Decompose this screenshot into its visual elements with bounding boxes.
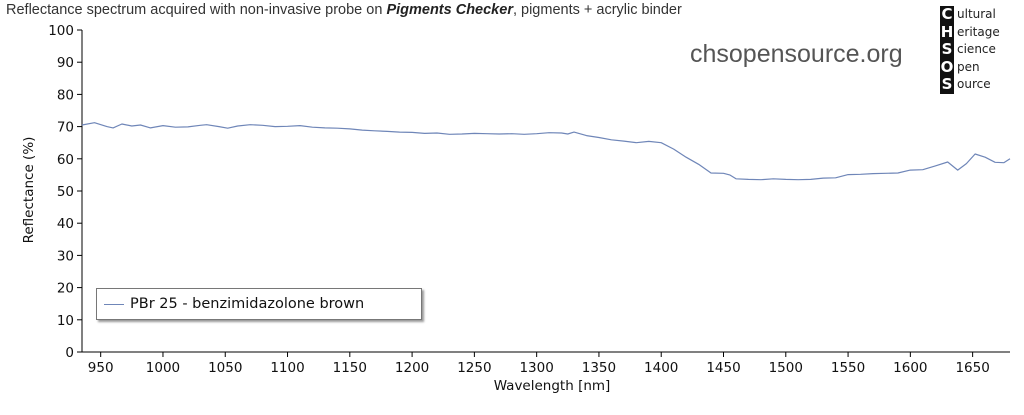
x-axis-label: Wavelength [nm] [494, 378, 611, 394]
x-tick-label: 1500 [769, 360, 803, 376]
logo-word: ultural [957, 7, 996, 21]
x-axis-ticks: 950 1000 1050 1100 1150 1200 1250 1300 1350 1400 1… [88, 352, 990, 376]
series-line [81, 122, 1011, 181]
logo-letter: O [940, 57, 954, 77]
x-tick-label: 1400 [644, 360, 678, 376]
title-suffix: , pigments + acrylic binder [512, 2, 682, 18]
y-tick-label: 40 [57, 216, 74, 232]
watermark: chsopensource.org [690, 40, 903, 68]
legend-swatch [104, 303, 124, 305]
logo-letter: H [940, 22, 954, 42]
y-tick-label: 20 [57, 281, 74, 297]
logo-word: eritage [957, 24, 1000, 39]
y-tick-label: 10 [57, 313, 74, 329]
logo-word: ource [957, 77, 991, 92]
series-group [81, 122, 1011, 181]
y-tick-label: 90 [57, 55, 74, 71]
x-tick-label: 1350 [582, 360, 616, 376]
y-tick-label: 30 [57, 248, 74, 264]
y-tick-label: 50 [57, 184, 74, 200]
y-tick-label: 80 [57, 87, 74, 103]
y-tick-label: 70 [57, 120, 74, 136]
logo-word: cience [957, 42, 996, 57]
x-tick-label: 1100 [270, 360, 304, 376]
x-tick-label: 1000 [146, 360, 180, 376]
x-tick-label: 1650 [955, 360, 989, 376]
legend-label: PBr 25 - benzimidazolone brown [130, 296, 365, 312]
x-tick-label: 1550 [831, 360, 865, 376]
x-tick-label: 1450 [706, 360, 740, 376]
x-tick-label: 1600 [893, 360, 927, 376]
y-axis-label: Reflectance (%) [21, 137, 37, 244]
title-prefix: Reflectance spectrum acquired with non-i… [6, 2, 387, 18]
logo-letter: S [940, 40, 954, 59]
legend: PBr 25 - benzimidazolone brown [96, 288, 422, 320]
x-tick-label: 1050 [208, 360, 242, 376]
x-tick-label: 1150 [333, 360, 367, 376]
x-tick-label: 1200 [395, 360, 429, 376]
y-axis-ticks: 0 10 20 30 40 50 60 70 80 90 100 [48, 23, 82, 361]
y-tick-label: 100 [48, 23, 74, 39]
x-tick-label: 1300 [519, 360, 553, 376]
logo-word: pen [957, 59, 980, 74]
title-emphasis: Pigments Checker [386, 2, 513, 18]
chart-title: Reflectance spectrum acquired with non-i… [6, 2, 682, 18]
x-tick-label: 950 [88, 360, 114, 376]
y-tick-label: 0 [65, 345, 74, 361]
y-tick-label: 60 [57, 152, 74, 168]
x-tick-label: 1250 [457, 360, 491, 376]
logo-letter: S [940, 75, 954, 94]
logo-letter: C [940, 5, 954, 24]
